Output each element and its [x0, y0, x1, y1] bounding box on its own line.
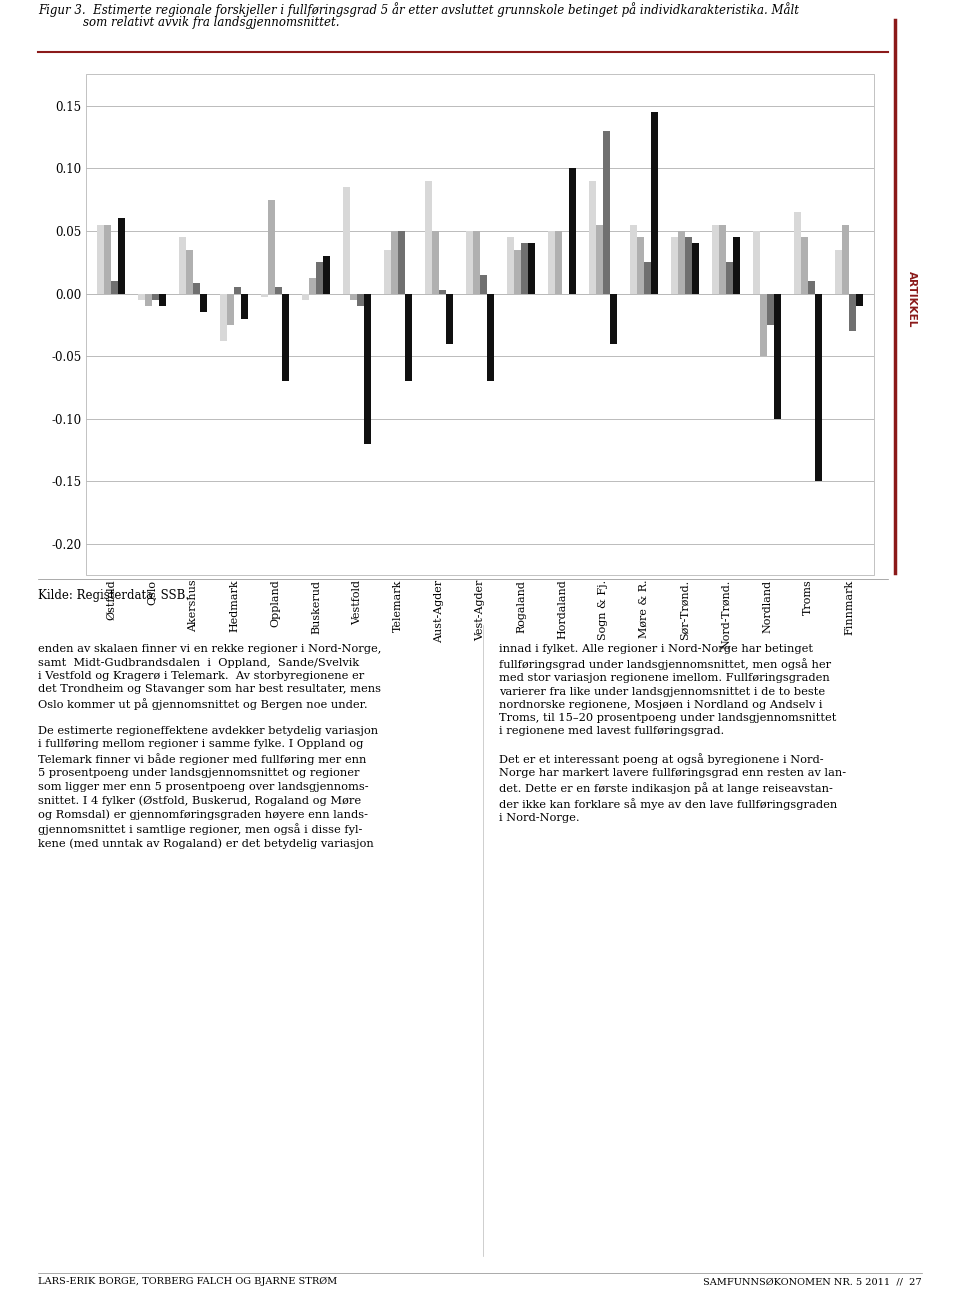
- Bar: [569, 168, 576, 293]
- Text: ARTIKKEL: ARTIKKEL: [907, 271, 917, 328]
- Bar: [357, 293, 364, 306]
- Bar: [186, 250, 193, 293]
- Bar: [652, 112, 658, 293]
- Bar: [180, 237, 185, 293]
- Text: Figur 3.  Estimerte regionale forskjeller i fullføringsgrad 5 år etter avsluttet: Figur 3. Estimerte regionale forskjeller…: [38, 1, 800, 17]
- Bar: [405, 293, 412, 381]
- Bar: [480, 275, 487, 293]
- Bar: [767, 293, 774, 324]
- Bar: [815, 293, 822, 482]
- Bar: [344, 187, 349, 293]
- Text: LARS-ERIK BORGE, TORBERG FALCH OG BJARNE STRØM: LARS-ERIK BORGE, TORBERG FALCH OG BJARNE…: [38, 1277, 338, 1286]
- Bar: [440, 290, 445, 293]
- Bar: [515, 250, 520, 293]
- Bar: [712, 224, 719, 293]
- Bar: [398, 230, 404, 293]
- Bar: [488, 293, 493, 381]
- Bar: [282, 293, 289, 381]
- Bar: [473, 230, 480, 293]
- Bar: [508, 237, 514, 293]
- Bar: [193, 284, 200, 293]
- Bar: [467, 230, 472, 293]
- Bar: [727, 262, 732, 293]
- Bar: [596, 224, 603, 293]
- Bar: [234, 288, 241, 293]
- Bar: [276, 288, 281, 293]
- Bar: [521, 243, 528, 293]
- Text: innad i fylket. Alle regioner i Nord-Norge har betinget
fullføringsgrad under la: innad i fylket. Alle regioner i Nord-Nor…: [499, 644, 847, 823]
- Bar: [775, 293, 780, 419]
- Bar: [604, 130, 610, 293]
- Bar: [637, 237, 643, 293]
- Bar: [392, 230, 397, 293]
- Bar: [644, 262, 651, 293]
- Bar: [760, 293, 767, 357]
- Bar: [146, 293, 152, 306]
- Bar: [754, 230, 759, 293]
- Bar: [201, 293, 206, 312]
- Bar: [679, 230, 684, 293]
- Bar: [692, 243, 699, 293]
- Bar: [795, 212, 801, 293]
- Bar: [138, 293, 145, 299]
- Bar: [850, 293, 855, 331]
- Bar: [432, 230, 439, 293]
- Bar: [118, 219, 125, 293]
- Bar: [324, 256, 329, 293]
- Bar: [153, 293, 158, 299]
- Bar: [446, 293, 452, 344]
- Bar: [241, 293, 248, 319]
- Bar: [856, 293, 862, 306]
- Text: som relativt avvik fra landsgjennomsnittet.: som relativt avvik fra landsgjennomsnitt…: [38, 16, 340, 29]
- Bar: [843, 224, 849, 293]
- Bar: [425, 181, 432, 293]
- Bar: [719, 224, 726, 293]
- Text: enden av skalaen finner vi en rekke regioner i Nord-Norge,
samt  Midt-Gudbrandsd: enden av skalaen finner vi en rekke regi…: [38, 644, 382, 849]
- Bar: [309, 279, 316, 293]
- Bar: [528, 243, 535, 293]
- Bar: [317, 262, 323, 293]
- Bar: [269, 199, 275, 293]
- Bar: [808, 281, 814, 293]
- Bar: [350, 293, 356, 299]
- Bar: [261, 293, 268, 297]
- Text: Kilde: Registerdata, SSB.: Kilde: Registerdata, SSB.: [38, 589, 189, 602]
- Bar: [835, 250, 842, 293]
- Text: SAMFUNNSØKONOMEN NR. 5 2011  //  27: SAMFUNNSØKONOMEN NR. 5 2011 // 27: [703, 1277, 922, 1286]
- Bar: [105, 224, 110, 293]
- Bar: [384, 250, 391, 293]
- Bar: [671, 237, 678, 293]
- Bar: [556, 230, 562, 293]
- Bar: [733, 237, 739, 293]
- Bar: [685, 237, 691, 293]
- Bar: [631, 224, 636, 293]
- Bar: [111, 281, 117, 293]
- Bar: [589, 181, 595, 293]
- Bar: [221, 293, 227, 341]
- Bar: [611, 293, 616, 344]
- Bar: [302, 293, 308, 299]
- Bar: [159, 293, 165, 306]
- Bar: [802, 237, 807, 293]
- Bar: [98, 224, 104, 293]
- Bar: [228, 293, 233, 324]
- Bar: [548, 230, 555, 293]
- Bar: [365, 293, 371, 444]
